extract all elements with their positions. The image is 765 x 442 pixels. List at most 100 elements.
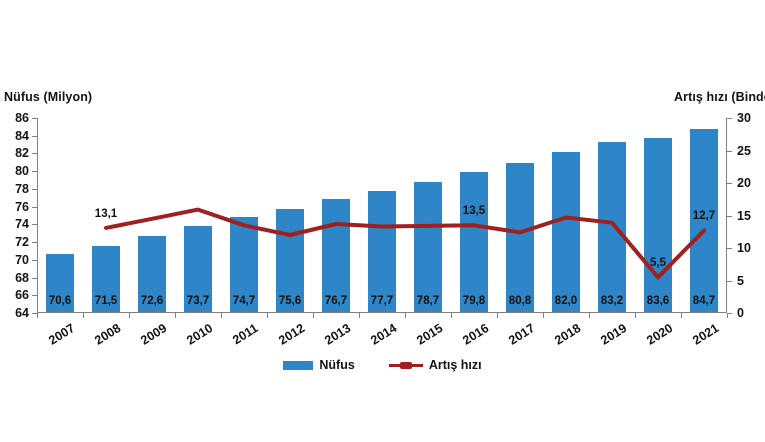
bar-value-label: 79,8 xyxy=(462,295,486,307)
x-tick xyxy=(175,313,176,318)
right-tick xyxy=(727,280,732,282)
bar-value-label: 70,6 xyxy=(48,295,72,307)
growth-rate-line xyxy=(104,207,706,280)
left-tick-label: 86 xyxy=(15,111,29,125)
bar[interactable] xyxy=(597,141,627,312)
bar[interactable] xyxy=(45,253,75,312)
left-tick xyxy=(32,206,37,208)
legend-label-artis-hizi: Artış hızı xyxy=(428,358,482,372)
left-tick xyxy=(32,118,37,119)
left-tick xyxy=(32,277,37,279)
x-axis-label: 2015 xyxy=(414,321,446,348)
right-tick-label: 15 xyxy=(737,208,751,223)
right-tick-label: 20 xyxy=(737,176,751,190)
right-tick xyxy=(727,183,732,184)
line-swatch-icon xyxy=(388,360,423,371)
left-tick xyxy=(32,135,37,137)
bar-swatch-icon xyxy=(283,360,314,370)
x-axis-label: 2012 xyxy=(276,321,308,348)
bar[interactable] xyxy=(551,152,581,312)
x-axis-label: 2020 xyxy=(644,321,676,348)
x-axis-label: 2018 xyxy=(552,321,584,348)
right-axis-line xyxy=(726,118,727,313)
left-tick xyxy=(32,295,37,297)
bar[interactable] xyxy=(183,226,213,312)
bar[interactable] xyxy=(367,190,397,312)
x-tick xyxy=(267,313,268,318)
line-point-label: 12,7 xyxy=(692,210,716,223)
bar[interactable] xyxy=(689,128,719,312)
x-axis-label: 2016 xyxy=(460,321,492,348)
bar[interactable] xyxy=(413,181,443,312)
left-tick xyxy=(32,259,37,261)
right-tick-label: 10 xyxy=(737,241,751,255)
bar[interactable] xyxy=(459,171,489,312)
x-axis-label: 2007 xyxy=(46,321,78,348)
bar-value-label: 74,7 xyxy=(232,295,256,307)
legend-item-artis-hizi[interactable]: Artış hızı xyxy=(388,358,482,372)
right-axis-title: Artış hızı (Binde xyxy=(674,90,765,104)
bar-value-label: 72,6 xyxy=(140,295,164,307)
x-axis-label: 2009 xyxy=(138,321,170,348)
legend-item-nufus[interactable]: Nüfus xyxy=(283,358,355,372)
left-tick xyxy=(32,313,37,314)
right-tick xyxy=(727,215,732,217)
bar-value-label: 78,7 xyxy=(416,295,440,307)
bar-value-label: 84,7 xyxy=(692,295,716,307)
bar[interactable] xyxy=(275,209,305,312)
x-tick xyxy=(451,313,452,318)
bar[interactable] xyxy=(91,245,121,312)
x-axis-label: 2017 xyxy=(506,321,538,348)
line-point-label: 5,5 xyxy=(650,257,666,270)
right-tick xyxy=(727,150,732,152)
bar-value-label: 76,7 xyxy=(324,295,348,307)
x-tick xyxy=(313,313,314,318)
line-point-label: 13,5 xyxy=(462,205,486,218)
x-tick xyxy=(543,313,544,318)
right-tick xyxy=(727,118,732,119)
bar[interactable] xyxy=(137,235,167,312)
x-axis-line xyxy=(37,312,727,313)
legend-label-nufus: Nüfus xyxy=(319,358,355,372)
right-tick xyxy=(727,313,732,314)
x-axis-label: 2013 xyxy=(322,321,354,348)
bar-value-label: 80,8 xyxy=(508,295,532,307)
x-axis-label: 2008 xyxy=(92,321,124,348)
x-tick xyxy=(681,313,682,318)
bar-value-label: 83,2 xyxy=(600,295,624,307)
x-axis-label: 2010 xyxy=(184,321,216,348)
x-tick xyxy=(497,313,498,318)
right-tick xyxy=(727,248,732,249)
x-tick xyxy=(727,313,728,318)
bar-value-label: 82,0 xyxy=(554,295,578,307)
bar[interactable] xyxy=(505,163,535,312)
bar[interactable] xyxy=(321,199,351,312)
x-tick xyxy=(129,313,130,318)
left-tick xyxy=(32,242,37,244)
x-axis-label: 2019 xyxy=(598,321,630,348)
x-tick xyxy=(221,313,222,318)
x-axis-label: 2011 xyxy=(230,321,261,348)
bar[interactable] xyxy=(229,217,259,312)
right-tick-label: 25 xyxy=(737,143,751,158)
x-tick xyxy=(405,313,406,318)
left-tick xyxy=(32,224,37,226)
x-tick xyxy=(589,313,590,318)
left-tick xyxy=(32,153,37,155)
left-tick-label: 76 xyxy=(15,199,29,214)
bar-value-label: 77,7 xyxy=(370,295,394,307)
line-series xyxy=(104,207,706,280)
left-tick-label: 68 xyxy=(15,270,29,285)
left-tick-label: 70 xyxy=(15,252,29,267)
bar[interactable] xyxy=(643,138,673,312)
left-tick-label: 84 xyxy=(15,128,29,143)
plot-area: 64 66 68 70 72 74 76 78 80 82 84 86 0 5 10 15 20 25 30 70… xyxy=(15,111,751,320)
left-tick xyxy=(32,188,37,190)
x-tick xyxy=(37,313,38,318)
x-axis-label: 2014 xyxy=(368,321,400,348)
bar-value-label: 83,6 xyxy=(646,295,670,307)
left-tick-label: 74 xyxy=(15,217,29,232)
bar-value-label: 75,6 xyxy=(278,295,302,307)
left-tick-label: 66 xyxy=(15,288,29,303)
chart-legend: Nüfus Artış hızı xyxy=(0,358,765,372)
